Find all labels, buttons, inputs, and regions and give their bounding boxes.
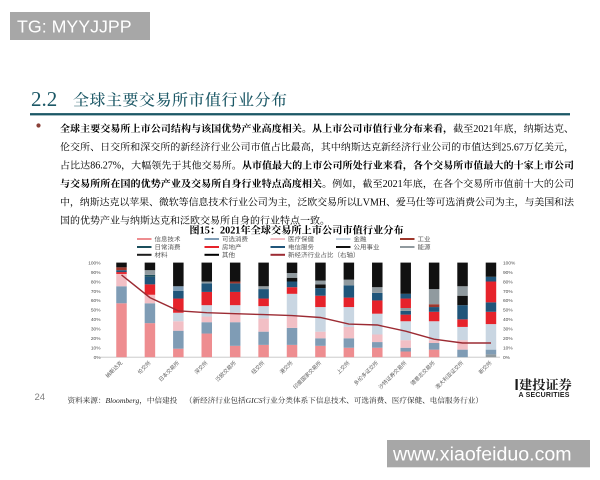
svg-text:60%: 60% <box>503 298 513 304</box>
svg-text:2021: 2021 <box>383 179 403 190</box>
svg-text:www.xiaofeiduo.com: www.xiaofeiduo.com <box>392 444 572 466</box>
svg-text:0%: 0% <box>503 355 511 361</box>
svg-text:50%: 50% <box>503 308 513 314</box>
svg-text:GICS: GICS <box>246 396 263 405</box>
svg-text:70%: 70% <box>503 289 513 295</box>
svg-text:0%: 0% <box>94 355 102 361</box>
svg-text:10%: 10% <box>503 346 513 352</box>
svg-text:25.67: 25.67 <box>501 142 523 153</box>
svg-text:50%: 50% <box>91 308 101 314</box>
svg-text:60%: 60% <box>91 298 101 304</box>
svg-text:2.2: 2.2 <box>31 87 57 111</box>
svg-text:24: 24 <box>35 392 46 403</box>
svg-text:90%: 90% <box>503 270 513 276</box>
svg-text:30%: 30% <box>91 327 101 333</box>
svg-text:100%: 100% <box>88 260 101 266</box>
svg-text:90%: 90% <box>91 270 101 276</box>
svg-text:40%: 40% <box>503 317 513 323</box>
svg-text:2021: 2021 <box>473 124 493 135</box>
svg-text:40%: 40% <box>91 317 101 323</box>
svg-text:A SECURITIES: A SECURITIES <box>519 392 570 399</box>
svg-text:2021: 2021 <box>220 226 240 237</box>
svg-text:TG: MYYJJPP: TG: MYYJJPP <box>17 17 132 37</box>
svg-text:80%: 80% <box>91 279 101 285</box>
svg-text:15: 15 <box>200 226 210 237</box>
svg-text:30%: 30% <box>503 327 513 333</box>
svg-text:20%: 20% <box>91 336 101 342</box>
svg-text:86.27%: 86.27% <box>90 161 121 172</box>
svg-text:20%: 20% <box>503 336 513 342</box>
svg-text:70%: 70% <box>91 289 101 295</box>
svg-text:10%: 10% <box>91 346 101 352</box>
svg-text:80%: 80% <box>503 279 513 285</box>
svg-text:LVMH: LVMH <box>357 197 386 208</box>
svg-text:100%: 100% <box>503 260 516 266</box>
svg-text:Bloomberg: Bloomberg <box>106 396 140 405</box>
